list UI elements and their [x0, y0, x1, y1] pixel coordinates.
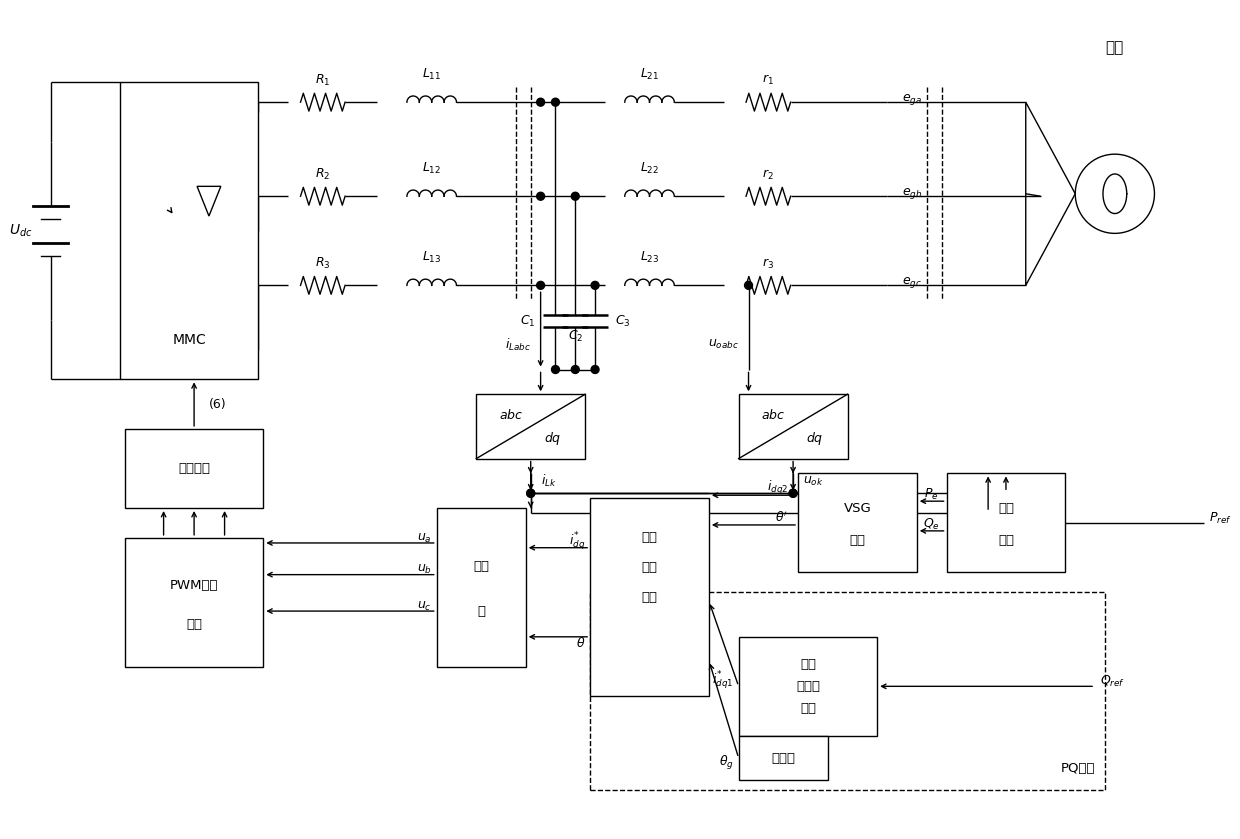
Bar	[739, 736, 828, 780]
Text: $U_{dc}$: $U_{dc}$	[9, 222, 32, 239]
Circle shape	[572, 192, 579, 201]
Circle shape	[789, 489, 797, 498]
Text: $L_{21}$: $L_{21}$	[640, 67, 660, 82]
Text: $P_{ref}$: $P_{ref}$	[1209, 510, 1231, 525]
Text: VSG: VSG	[843, 502, 872, 514]
Text: $L_{22}$: $L_{22}$	[640, 161, 660, 176]
Text: $r_1$: $r_1$	[763, 73, 774, 87]
Text: $u_{ok}$: $u_{ok}$	[804, 475, 823, 488]
Text: 计算: 计算	[800, 701, 816, 715]
Bar	[739, 637, 877, 736]
Text: $r_2$: $r_2$	[763, 168, 774, 181]
Bar	[120, 82, 258, 379]
Text: PQ控制: PQ控制	[1060, 763, 1095, 775]
Text: 功率: 功率	[998, 502, 1014, 514]
Text: $\theta'$: $\theta'$	[775, 511, 789, 525]
Text: 电路: 电路	[186, 618, 202, 631]
Bar	[590, 592, 1105, 790]
Text: $Q_e$: $Q_e$	[924, 516, 940, 531]
Text: (6): (6)	[210, 398, 227, 410]
Text: $R_2$: $R_2$	[315, 167, 330, 182]
Text: MMC: MMC	[172, 333, 206, 347]
Text: $R_3$: $R_3$	[315, 256, 331, 271]
Text: $u_{oabc}$: $u_{oabc}$	[708, 338, 739, 352]
Text: 控制: 控制	[641, 591, 657, 604]
Circle shape	[591, 366, 599, 373]
Text: $L_{13}$: $L_{13}$	[422, 250, 441, 265]
Text: 指令值: 指令值	[796, 680, 820, 693]
Text: 切换: 切换	[641, 561, 657, 574]
Text: 电流: 电流	[800, 658, 816, 671]
Circle shape	[527, 489, 534, 498]
Text: $\theta_g$: $\theta_g$	[719, 754, 734, 772]
Bar	[739, 394, 847, 459]
Text: $\theta$: $\theta$	[575, 636, 585, 649]
Circle shape	[527, 489, 534, 498]
Bar	[946, 473, 1065, 572]
Text: $dq$: $dq$	[544, 430, 562, 446]
Bar	[125, 429, 263, 508]
Bar	[476, 394, 585, 459]
Text: 控制: 控制	[849, 534, 866, 547]
Text: $Q_{ref}$: $Q_{ref}$	[1100, 674, 1125, 689]
Text: $r_3$: $r_3$	[763, 257, 774, 271]
Text: 电流: 电流	[474, 560, 490, 573]
Text: 计算: 计算	[998, 534, 1014, 547]
Bar	[590, 498, 709, 696]
Text: $R_1$: $R_1$	[315, 73, 331, 88]
Text: $u_a$: $u_a$	[417, 531, 432, 545]
Text: $i_{dq2}$: $i_{dq2}$	[768, 479, 789, 498]
Bar	[799, 473, 916, 572]
Text: $C_2$: $C_2$	[568, 329, 583, 344]
Text: 驱动电路: 驱动电路	[179, 462, 210, 475]
Text: 环: 环	[477, 605, 485, 618]
Circle shape	[552, 98, 559, 107]
Text: $abc$: $abc$	[498, 408, 523, 422]
Text: $e_{gc}$: $e_{gc}$	[901, 275, 921, 290]
Text: 电网: 电网	[1106, 40, 1123, 55]
Text: PWM调制: PWM调制	[170, 579, 218, 592]
Text: $C_3$: $C_3$	[615, 314, 630, 329]
Text: $C_1$: $C_1$	[521, 314, 536, 329]
Text: $i_{Lk}$: $i_{Lk}$	[541, 473, 557, 489]
Text: 模式: 模式	[641, 531, 657, 545]
Text: $e_{gb}$: $e_{gb}$	[901, 185, 923, 201]
Circle shape	[552, 366, 559, 373]
Text: $dq$: $dq$	[806, 430, 823, 446]
Text: $e_{ga}$: $e_{ga}$	[901, 91, 923, 107]
Circle shape	[789, 489, 797, 498]
Text: $L_{23}$: $L_{23}$	[640, 250, 660, 265]
Text: $abc$: $abc$	[761, 408, 786, 422]
Circle shape	[572, 366, 579, 373]
Text: $L_{11}$: $L_{11}$	[422, 67, 441, 82]
Text: $i_{dq}^{*}$: $i_{dq}^{*}$	[569, 531, 585, 553]
Text: $L_{12}$: $L_{12}$	[422, 161, 441, 176]
Text: $u_b$: $u_b$	[417, 563, 432, 576]
Circle shape	[744, 281, 753, 289]
Bar	[436, 508, 526, 666]
Text: $u_c$: $u_c$	[417, 600, 432, 612]
Circle shape	[591, 281, 599, 289]
Bar	[125, 538, 263, 666]
Text: $P_e$: $P_e$	[925, 487, 939, 502]
Text: $i_{Labc}$: $i_{Labc}$	[505, 336, 531, 353]
Text: $i_{dq1}^{*}$: $i_{dq1}^{*}$	[712, 670, 734, 692]
Circle shape	[537, 192, 544, 201]
Text: 锁相环: 锁相环	[771, 752, 795, 764]
Circle shape	[537, 98, 544, 107]
Circle shape	[537, 281, 544, 289]
